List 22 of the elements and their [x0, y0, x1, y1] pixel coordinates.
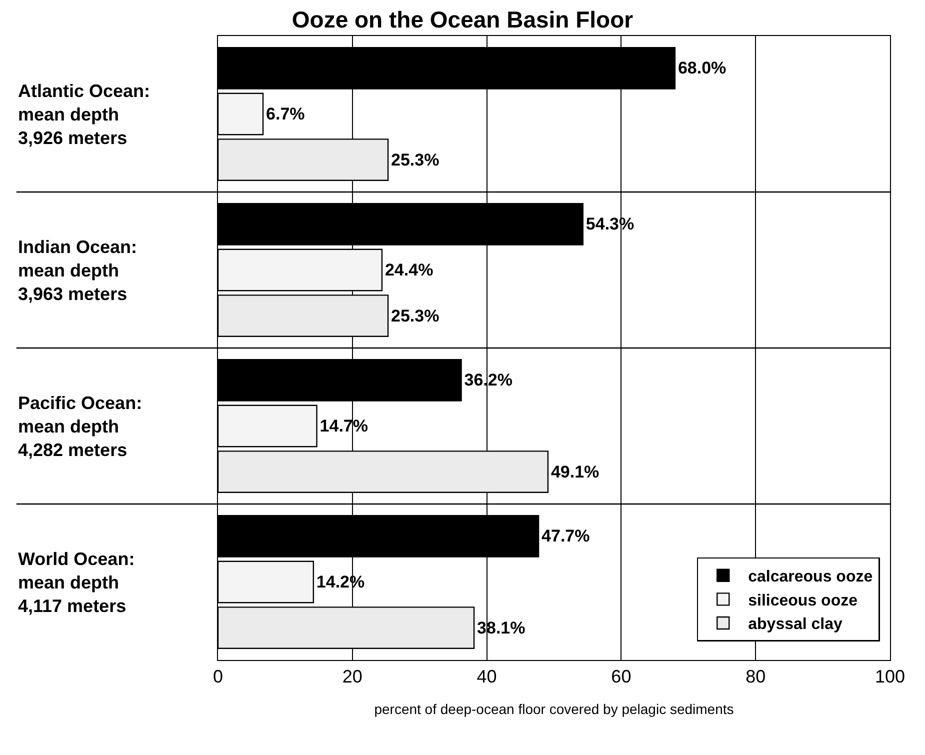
x-tick-label: 20	[342, 666, 362, 687]
data-label: 24.4%	[384, 260, 434, 280]
legend-label: siliceous ooze	[748, 592, 858, 610]
data-label: 25.3%	[391, 306, 440, 326]
data-label: 68.0%	[678, 58, 726, 78]
y-tick-label: Indian Ocean: mean depth 3,963 meters	[18, 237, 138, 304]
data-label: 47.7%	[542, 526, 590, 546]
y-tick-label: World Ocean: mean depth 4,117 meters	[18, 549, 135, 616]
x-tick-label: 100	[874, 666, 906, 687]
data-label: 6.7%	[266, 104, 305, 124]
x-tick-label: 40	[476, 666, 497, 687]
legend-label: calcareous ooze	[748, 568, 873, 586]
x-axis-title: percent of deep-ocean floor covered by pelagic sediments	[374, 701, 734, 717]
data-label: 25.3%	[391, 150, 440, 170]
x-tick-label: 0	[212, 666, 224, 687]
y-tick-label: Pacific Ocean: mean depth 4,282 meters	[18, 393, 142, 460]
chart-title: Ooze on the Ocean Basin Floor	[292, 6, 634, 32]
y-tick-label: Atlantic Ocean: mean depth 3,926 meters	[18, 81, 150, 148]
legend-label: abyssal clay	[748, 616, 843, 634]
x-tick-label: 60	[611, 666, 632, 687]
x-tick-label: 80	[746, 666, 766, 687]
data-label: 49.1%	[550, 462, 600, 482]
